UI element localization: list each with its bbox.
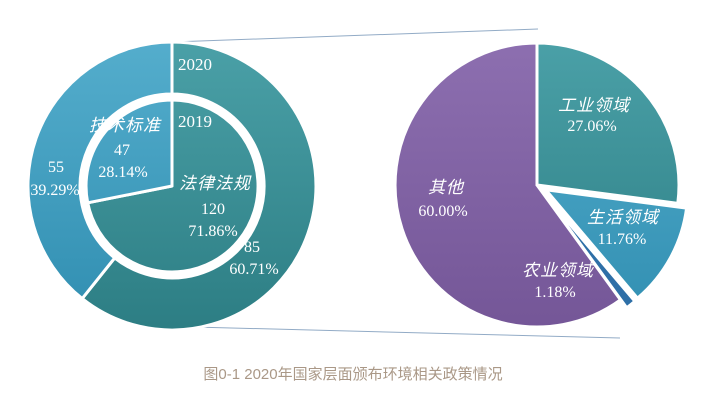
label-standards-pct: 28.14%	[98, 164, 147, 181]
figure-caption: 图0-1 2020年国家层面颁布环境相关政策情况	[203, 366, 503, 383]
label-agriculture-pct: 1.18%	[534, 284, 575, 301]
right-pie-chart: 工业领域 27.06% 其他 60.00% 生活领域 11.76% 农业领域 1…	[393, 41, 689, 329]
label-other-name: 其他	[428, 178, 465, 197]
label-standards-name: 技术标准	[89, 116, 162, 135]
slice-agriculture	[541, 191, 637, 310]
label-industrial-pct: 27.06%	[567, 118, 616, 135]
label-outer-laws-pct: 60.71%	[229, 261, 278, 278]
connector-line-top	[171, 28, 539, 43]
connector-line-bottom	[154, 325, 621, 339]
label-outer-standards-value: 55	[48, 159, 64, 176]
label-industrial-name: 工业领域	[558, 96, 632, 115]
outer-slice-standards-2020	[26, 40, 174, 301]
label-year-2019: 2019	[178, 112, 212, 131]
label-year-2020: 2020	[178, 55, 212, 74]
series-connector-lines	[154, 28, 621, 339]
slice-living	[544, 188, 689, 300]
label-laws-pct: 71.86%	[188, 223, 237, 240]
outer-slice-laws-2020	[80, 40, 318, 332]
label-other-pct: 60.00%	[418, 203, 467, 220]
label-agriculture-name: 农业领域	[522, 261, 596, 280]
label-living-name: 生活领域	[587, 208, 661, 227]
label-laws-name: 法律法规	[179, 174, 252, 193]
inner-slice-standards-2019	[84, 98, 174, 205]
left-pie-chart: 2020 2019 技术标准 47 28.14% 法律法规 120 71.86%…	[26, 40, 318, 332]
label-outer-standards-pct: 39.29%	[30, 182, 79, 199]
label-outer-laws-value: 85	[244, 239, 260, 256]
slice-industrial	[535, 41, 681, 205]
label-living-pct: 11.76%	[598, 231, 647, 248]
label-standards-value: 47	[114, 142, 130, 159]
slice-other	[393, 41, 622, 329]
label-laws-value: 120	[201, 201, 225, 218]
